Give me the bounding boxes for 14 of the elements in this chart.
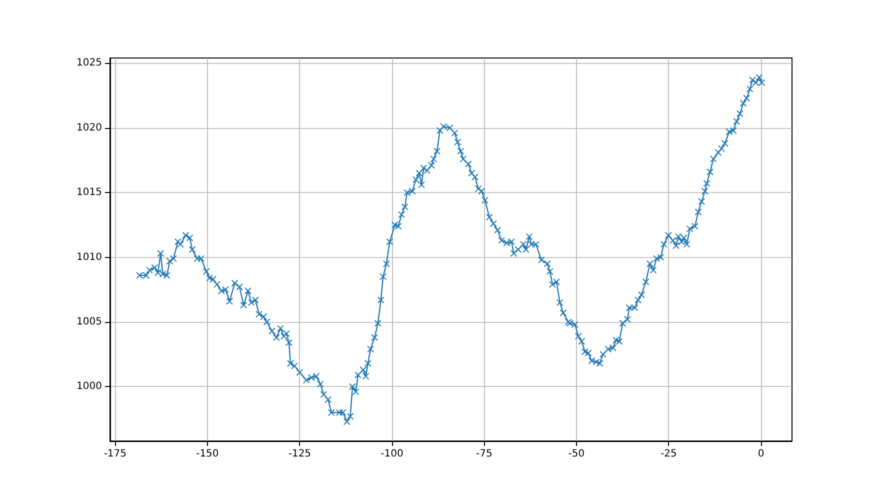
x-tick-label: -100 bbox=[380, 448, 404, 460]
x-tick-label: -50 bbox=[568, 448, 585, 460]
y-tick-label: 1000 bbox=[76, 381, 102, 392]
x-tick-label: -175 bbox=[104, 448, 127, 460]
x-tick-label: -150 bbox=[196, 448, 219, 460]
y-tick-label: 1015 bbox=[76, 187, 102, 198]
x-tick-label: 0 bbox=[758, 448, 764, 460]
y-tick-label: 1010 bbox=[76, 252, 102, 263]
y-tick-label: 1025 bbox=[76, 58, 102, 69]
y-tick-label: 1005 bbox=[76, 316, 102, 328]
x-tick-label: -125 bbox=[288, 448, 312, 460]
y-tick-label: 1020 bbox=[76, 122, 102, 134]
x-tick-label: -25 bbox=[660, 448, 677, 460]
x-tick-label: -75 bbox=[476, 448, 492, 460]
